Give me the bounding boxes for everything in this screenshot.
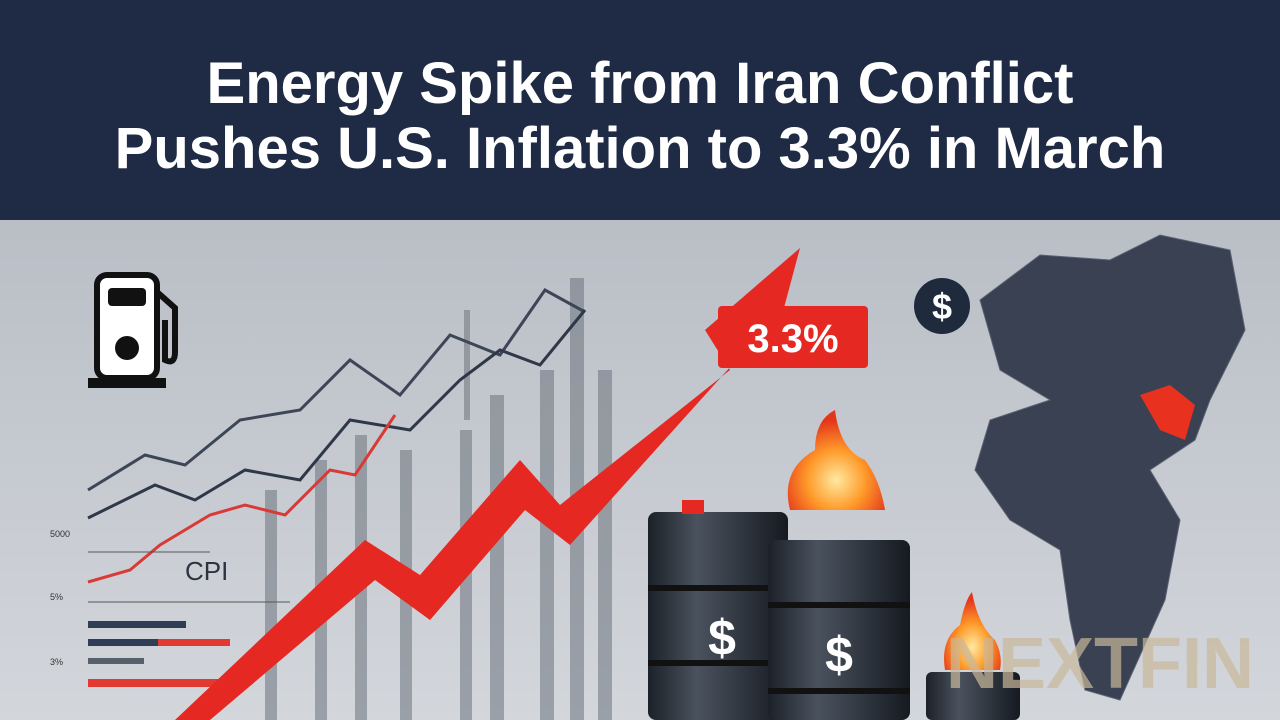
oil-barrel xyxy=(926,672,1020,720)
trend-line xyxy=(87,414,397,584)
barrel-symbol: $ xyxy=(708,610,736,666)
trend-line xyxy=(87,288,586,492)
mini-bars xyxy=(88,551,290,687)
axis-label: 3% xyxy=(50,657,63,667)
coin xyxy=(914,278,970,334)
watermark: NEXTFIN xyxy=(946,624,1254,704)
badge xyxy=(718,306,868,368)
flame xyxy=(787,410,885,510)
oil-barrel: $ xyxy=(768,540,910,720)
gas-pump-icon xyxy=(88,272,178,388)
rising-arrow xyxy=(175,248,800,720)
world-map xyxy=(974,234,1246,701)
axis-label: 5% xyxy=(50,592,63,602)
barrel-symbol: $ xyxy=(825,627,853,683)
chart-label: CPI xyxy=(185,556,228,586)
title-line: Energy Spike from Iran Conflict xyxy=(207,51,1074,116)
header-band xyxy=(0,0,1280,220)
iran-highlight xyxy=(1140,385,1195,440)
flame xyxy=(944,592,1001,670)
trend-line xyxy=(87,309,587,520)
coin-symbol: $ xyxy=(932,286,952,327)
title-line: Pushes U.S. Inflation to 3.3% in March xyxy=(115,116,1166,181)
axis-label: 5000 xyxy=(50,529,70,539)
oil-barrel: $ xyxy=(648,500,788,720)
badge-text: 3.3% xyxy=(747,317,838,361)
